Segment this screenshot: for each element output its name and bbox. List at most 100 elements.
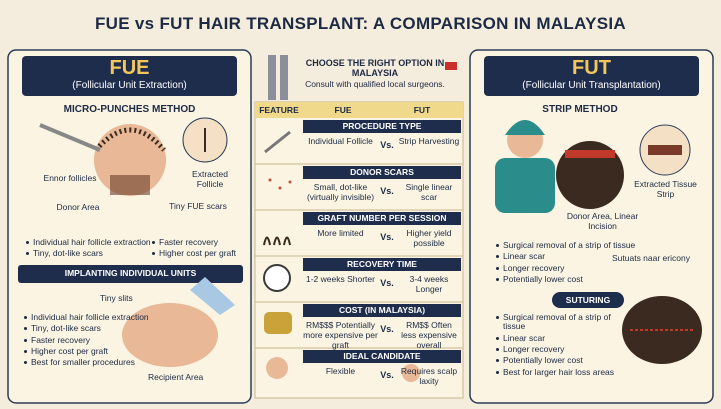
feature: GRAFT NUMBER PER SESSION (317, 213, 447, 223)
fue-cell: Flexible (325, 366, 356, 376)
fue-cell: 1-2 weeks Shorter (306, 274, 375, 284)
panel-subtitle: (Follicular Unit Transplantation) (522, 80, 661, 91)
fue-cell: RM$$$ Potentially more expensive per gra… (303, 320, 378, 350)
table-header (255, 102, 463, 118)
icon-money (264, 312, 292, 334)
fut-cell: 3-4 weeks Longer (409, 274, 449, 294)
feature-bar (303, 166, 461, 179)
fut-header (484, 56, 699, 96)
fut-cell: RM$$ Often less expensive overall (401, 320, 457, 350)
bullet: Higher cost per graft (152, 248, 247, 258)
feature-bar (303, 212, 461, 225)
bullet: Individual hair follicle extraction (26, 237, 151, 247)
bullet: Longer recovery (496, 344, 616, 354)
fue-cell: More limited (317, 228, 364, 238)
bullet: Longer recovery (496, 263, 671, 273)
bullet: Linear scar (496, 333, 616, 343)
fut-cell: Higher yield possible (406, 228, 452, 248)
fut-cell: Single linear scar (405, 182, 453, 202)
section-bar (18, 265, 243, 283)
tower (280, 55, 288, 100)
feature-bar (303, 120, 461, 133)
panel-name: FUE (109, 57, 150, 79)
illustration-label: Extracted Tissue Strip (634, 179, 697, 199)
section-bar (552, 292, 624, 308)
feature: PROCEDURE TYPE (342, 121, 422, 131)
feature-bar (303, 304, 461, 317)
table (254, 101, 464, 399)
bullet: Faster recovery (152, 237, 247, 247)
section-heading: SUTURING (565, 295, 611, 305)
illustration-label: Donor Area (56, 202, 100, 212)
bullet: Higher cost per graft (24, 346, 149, 356)
fue-header (22, 56, 237, 96)
vs: Vs. (380, 278, 394, 288)
icon-person (402, 364, 420, 382)
bullet: Tiny, dot-like scars (26, 248, 151, 258)
illustration-label: Ennor follicles (43, 173, 97, 183)
tower (268, 55, 276, 100)
bullet: Surgical removal of a strip of tissue (496, 312, 616, 332)
fue-cell: Small, dot-like (virtually invisible) (306, 182, 375, 202)
strip (565, 150, 615, 158)
bullet: Linear scar (496, 251, 671, 261)
flag (445, 62, 457, 70)
illustration-label: Tiny FUE scars (169, 201, 227, 211)
side-note: Sutuats naar ericony (612, 253, 690, 263)
column-header: FUT (413, 105, 431, 115)
illustration-label: Extracted Follicle (192, 169, 228, 189)
icon-hair (263, 236, 291, 246)
feature: RECOVERY TIME (347, 259, 417, 269)
bullet: Surgical removal of a strip of tissue (496, 240, 671, 250)
icon-person (266, 357, 288, 379)
surgeon-cap (505, 120, 545, 135)
bullet-list: Faster recovery Higher cost per graft (152, 237, 247, 259)
bullet: Tiny, dot-like scars (24, 323, 149, 333)
punch-tool (39, 123, 101, 152)
bullet: Faster recovery (24, 335, 149, 345)
bullet-list: Individual hair follicle extraction Tiny,… (26, 237, 151, 259)
icon-dots (288, 180, 292, 184)
icon-clock (263, 264, 291, 292)
note: Consult with qualified local surgeons. (305, 79, 445, 89)
method-heading: MICRO-PUNCHES METHOD (63, 104, 196, 115)
icon-tool (264, 130, 291, 154)
fue-cell: Individual Follicle (308, 136, 373, 146)
bullet: Potentially lower cost (496, 356, 616, 365)
heading: CHOOSE THE RIGHT OPTION IN MALAYSIA (305, 58, 445, 79)
bullet-list: Surgical removal of a strip of tissue Lin… (496, 312, 616, 377)
scalp (122, 303, 218, 367)
fut-cell: Strip Harvesting (398, 136, 460, 146)
illustration-label: Recipient Area (148, 372, 204, 382)
title: FUE vs FUT HAIR TRANSPLANT: A COMPARISON… (95, 14, 626, 33)
vs: Vs. (380, 140, 394, 150)
tissue-strip (648, 145, 682, 155)
feature-bar (303, 350, 461, 363)
bullet-list: Surgical removal of a strip of tissue Lin… (496, 240, 671, 284)
illustration-label: Donor Area, Linear Incision (566, 211, 639, 231)
feature: IDEAL CANDIDATE (343, 351, 421, 361)
column-header: FEATURE (259, 105, 299, 115)
illustration-label: Tiny slits (100, 293, 133, 303)
icon-dots (268, 178, 272, 182)
panel-name: FUT (572, 57, 611, 79)
hair (94, 127, 166, 152)
fut-cell: Requires scalp laxity (400, 366, 458, 386)
feature-bar (303, 258, 461, 271)
feature: DONOR SCARS (350, 167, 414, 177)
section-heading: IMPLANTING INDIVIDUAL UNITS (64, 268, 197, 278)
icon-dots (278, 186, 282, 190)
bullet: Individual hair follicle extraction (24, 312, 149, 322)
feature: COST (IN MALAYSIA) (338, 305, 426, 315)
panel-subtitle: (Follicular Unit Extraction) (72, 80, 187, 91)
glove (190, 277, 235, 315)
bullet: Best for smaller procedures (24, 358, 149, 367)
bullet: Best for larger hair loss areas (496, 367, 616, 377)
bullet-list: Individual hair follicle extraction Tiny,… (24, 312, 149, 368)
donor-area (110, 175, 150, 195)
column-header: FUE (334, 105, 352, 115)
